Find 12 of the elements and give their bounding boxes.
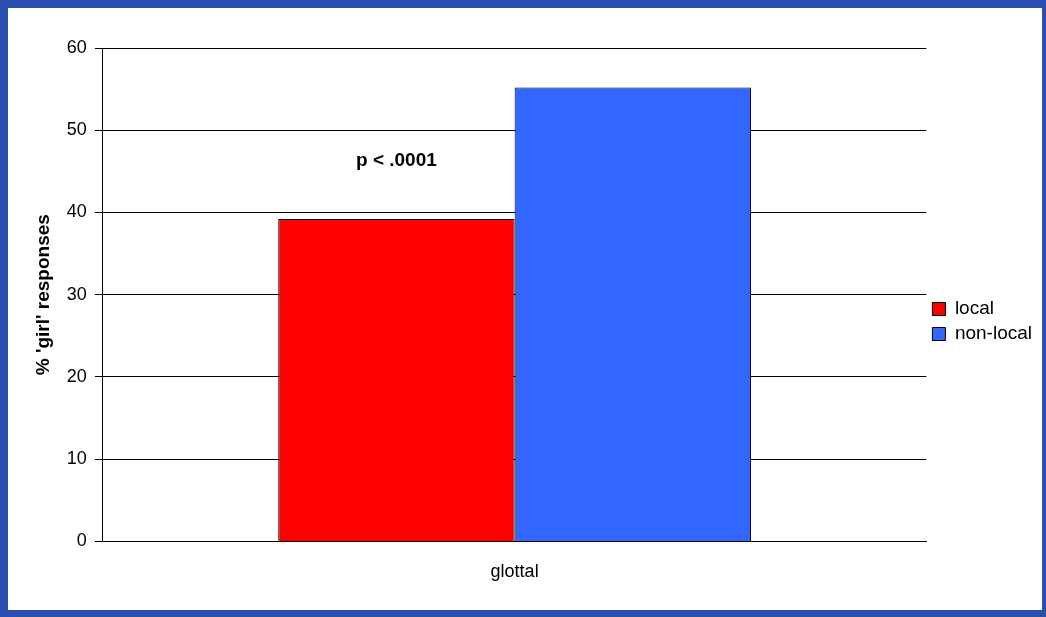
legend-label: local xyxy=(954,297,994,319)
x-tick-label: glottal xyxy=(490,561,539,582)
y-tick-label: 20 xyxy=(66,365,87,386)
y-axis-title: % 'girl' responses xyxy=(31,214,53,376)
y-tick-label: 0 xyxy=(76,530,87,551)
legend-label: non-local xyxy=(954,322,1033,344)
annotation: p < .0001 xyxy=(356,149,438,171)
y-tick-label: 30 xyxy=(66,283,87,304)
y-tick-label: 50 xyxy=(66,119,87,140)
y-tick-label: 40 xyxy=(66,201,87,222)
y-tick-label: 10 xyxy=(66,448,87,469)
y-tick-label: 60 xyxy=(66,36,87,57)
